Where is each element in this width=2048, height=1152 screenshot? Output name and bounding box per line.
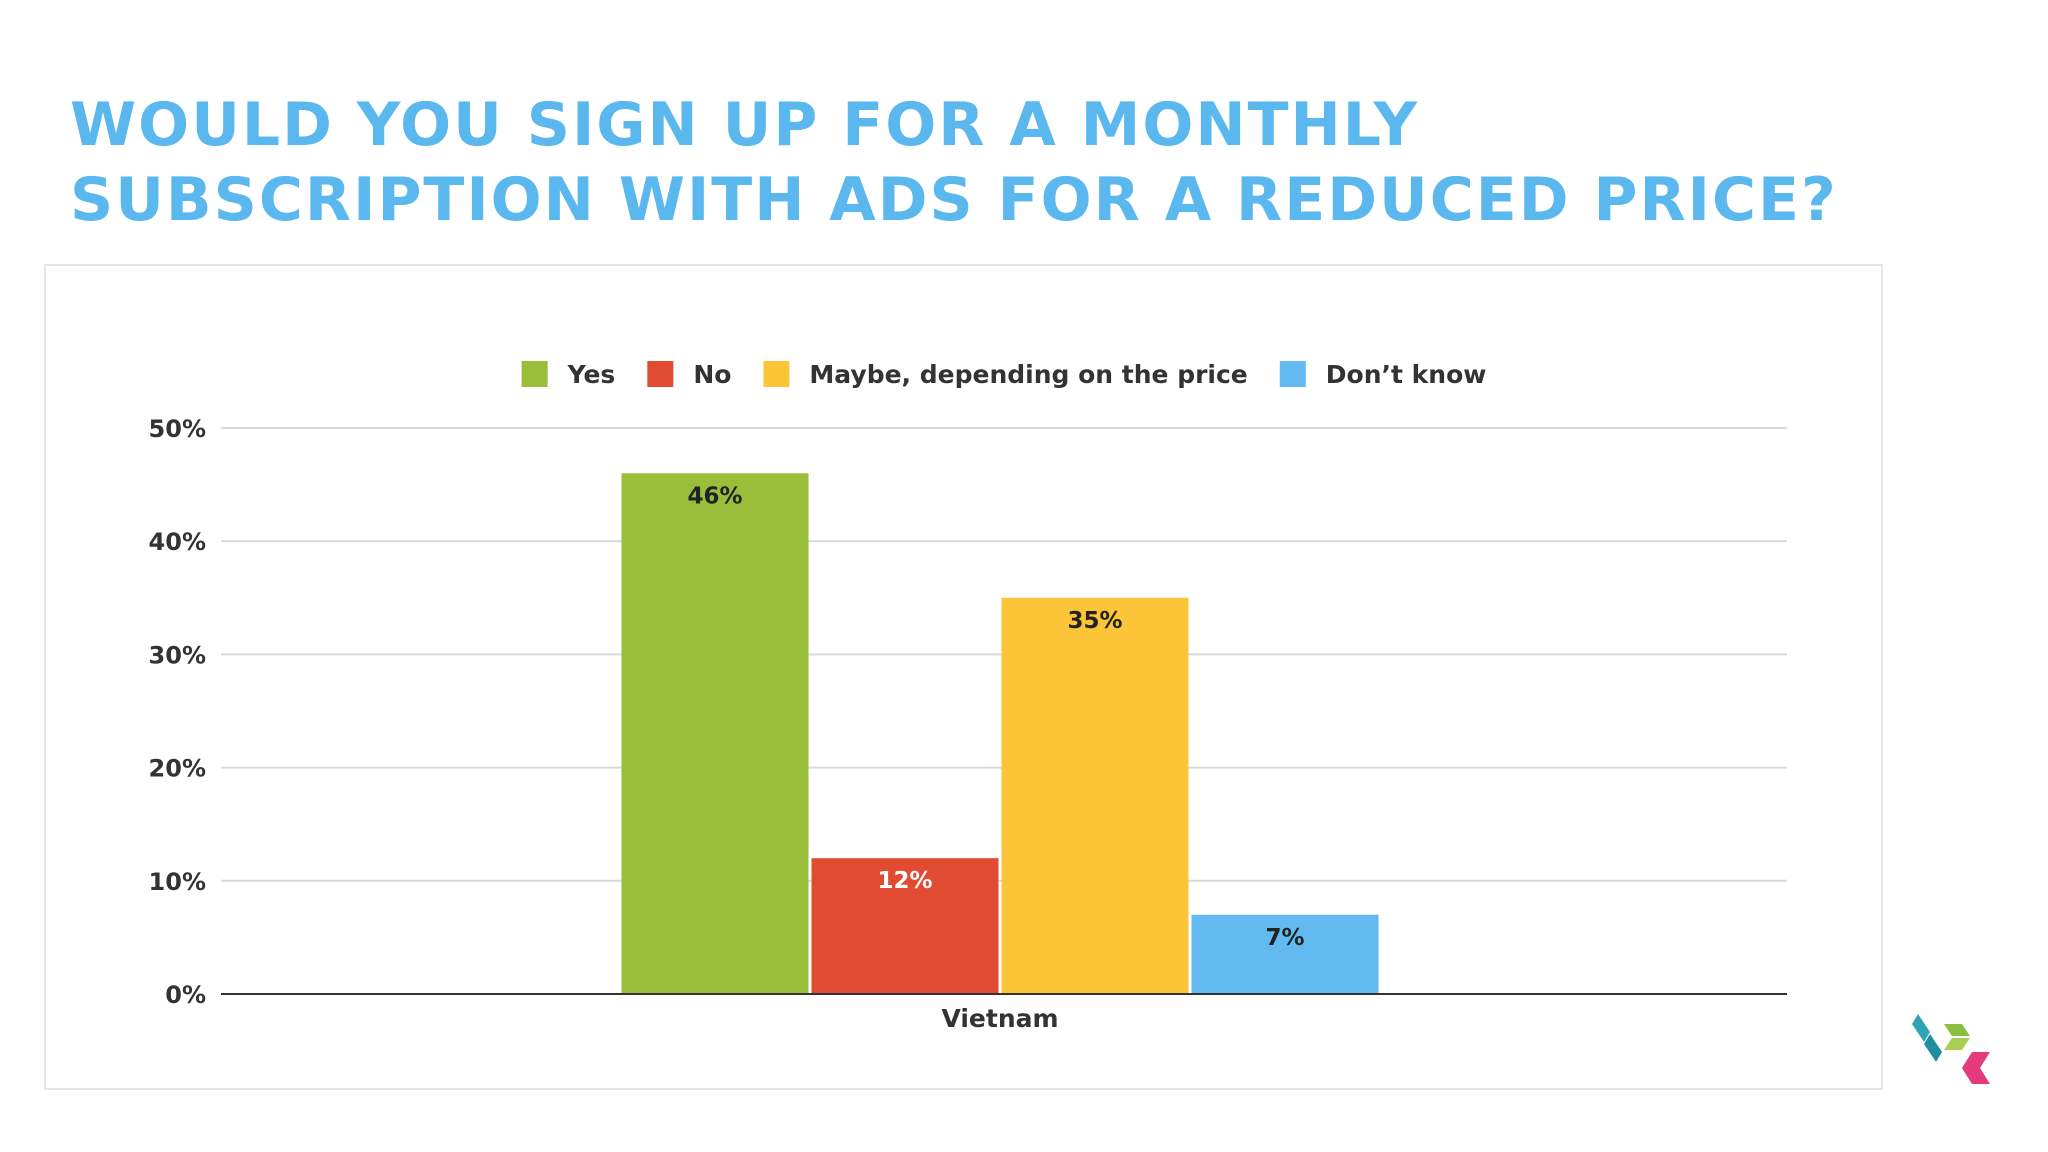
brand-logo-icon	[1912, 1014, 1990, 1084]
bar-chart: 0% 10% 20% 30% 40% 50% 46% 12% 35% 7% Vietnam Ye…	[149, 360, 1787, 1033]
bar-data-label: 35%	[1067, 608, 1122, 634]
title-line-2: SUBSCRIPTION WITH ADS FOR A REDUCED PRIC…	[70, 165, 1838, 235]
y-tick-label: 20%	[149, 755, 206, 783]
legend-label: Don’t know	[1326, 360, 1487, 389]
bar-data-label: 7%	[1265, 925, 1304, 951]
legend-label: No	[693, 360, 731, 389]
bar-yes	[621, 473, 809, 994]
bar-data-label: 46%	[687, 483, 742, 509]
legend-label: Maybe, depending on the price	[809, 360, 1247, 389]
legend-swatch	[763, 361, 790, 387]
legend-swatch	[647, 361, 674, 387]
y-tick-label: 40%	[149, 528, 206, 556]
bar-no	[811, 858, 999, 994]
legend-swatch	[521, 361, 548, 387]
title-line-1: WOULD YOU SIGN UP FOR A MONTHLY	[70, 90, 1420, 160]
chart-panel: 0% 10% 20% 30% 40% 50% 46% 12% 35% 7% Vietnam Ye…	[44, 264, 1883, 1090]
legend-swatch	[1279, 361, 1306, 387]
y-tick-label: 30%	[149, 641, 206, 669]
legend-label: Yes	[567, 360, 616, 389]
bar-maybe-depending-on-the-price	[1001, 597, 1189, 994]
slide-title: WOULD YOU SIGN UP FOR A MONTHLY SUBSCRIP…	[70, 88, 1970, 238]
y-tick-label: 10%	[149, 868, 206, 896]
bar-data-label: 12%	[877, 868, 932, 894]
y-tick-label: 50%	[149, 415, 206, 443]
y-tick-label: 0%	[165, 981, 206, 1009]
x-category-label: Vietnam	[941, 1004, 1058, 1033]
bar-don-t-know	[1191, 914, 1379, 994]
